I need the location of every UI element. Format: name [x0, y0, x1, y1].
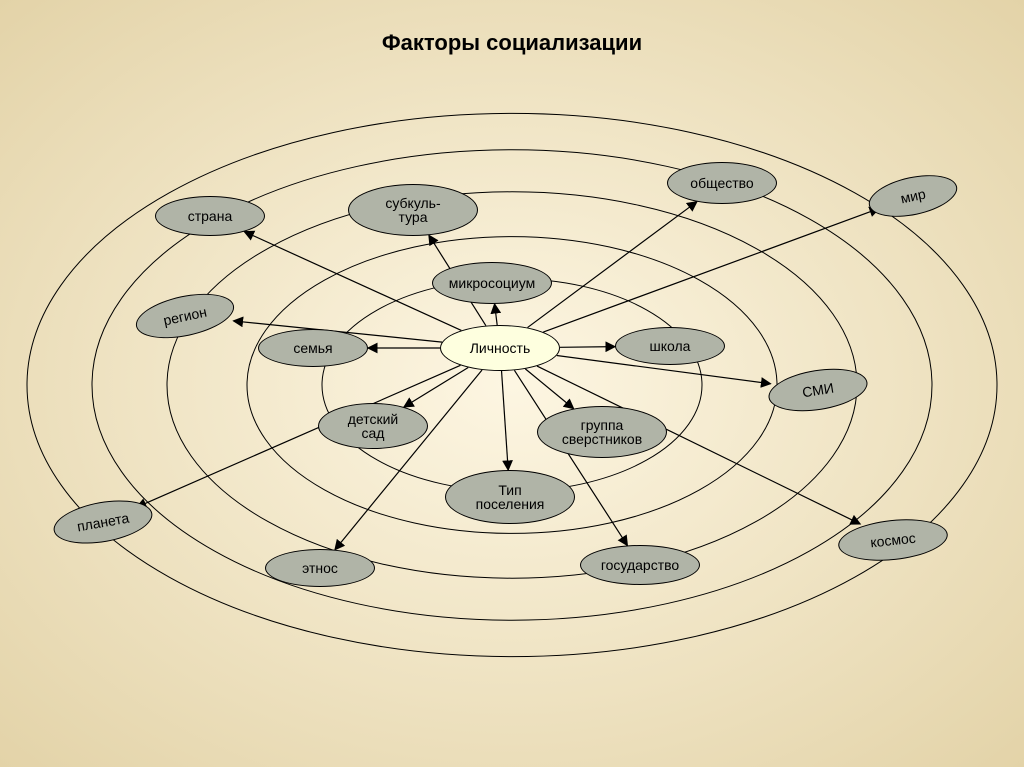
ring-5	[322, 279, 702, 492]
node-label-media: СМИ	[770, 376, 865, 405]
arrow-to-microsocium	[495, 304, 498, 325]
node-family: семья	[258, 329, 368, 367]
node-label-personality: Личность	[443, 341, 557, 355]
node-label-family: семья	[261, 341, 365, 355]
node-label-country: страна	[158, 209, 262, 223]
arrow-to-ethnos	[335, 370, 482, 550]
arrow-to-peers	[525, 369, 573, 409]
node-country: страна	[155, 196, 265, 236]
arrow-to-kindergarten	[404, 368, 468, 407]
node-school: школа	[615, 327, 725, 365]
node-label-state: государство	[583, 558, 697, 572]
node-settlement: Типпоселения	[445, 470, 575, 524]
node-label-society: общество	[670, 176, 774, 190]
node-personality: Личность	[440, 325, 560, 371]
node-society: общество	[667, 162, 777, 204]
diagram-stage: Факторы социализациистранасубкуль-тураоб…	[0, 0, 1024, 767]
node-label-kindergarten: детскийсад	[321, 412, 425, 440]
arrow-to-country	[244, 232, 461, 331]
node-kindergarten: детскийсад	[318, 403, 428, 449]
node-label-subculture: субкуль-тура	[351, 196, 475, 224]
node-label-microsocium: микросоциум	[435, 276, 549, 290]
arrow-to-society	[528, 202, 697, 328]
node-subculture: субкуль-тура	[348, 184, 478, 236]
node-label-cosmos: космос	[841, 528, 946, 553]
node-state: государство	[580, 545, 700, 585]
node-label-ethnos: этнос	[268, 561, 372, 575]
node-ethnos: этнос	[265, 549, 375, 587]
diagram-svg	[0, 0, 1024, 767]
node-microsocium: микросоциум	[432, 262, 552, 304]
node-label-peers: группасверстников	[540, 418, 664, 446]
node-peers: группасверстников	[537, 406, 667, 458]
arrow-to-school	[560, 347, 615, 348]
node-label-school: школа	[618, 339, 722, 353]
node-label-settlement: Типпоселения	[448, 483, 572, 511]
arrow-to-settlement	[502, 371, 509, 470]
